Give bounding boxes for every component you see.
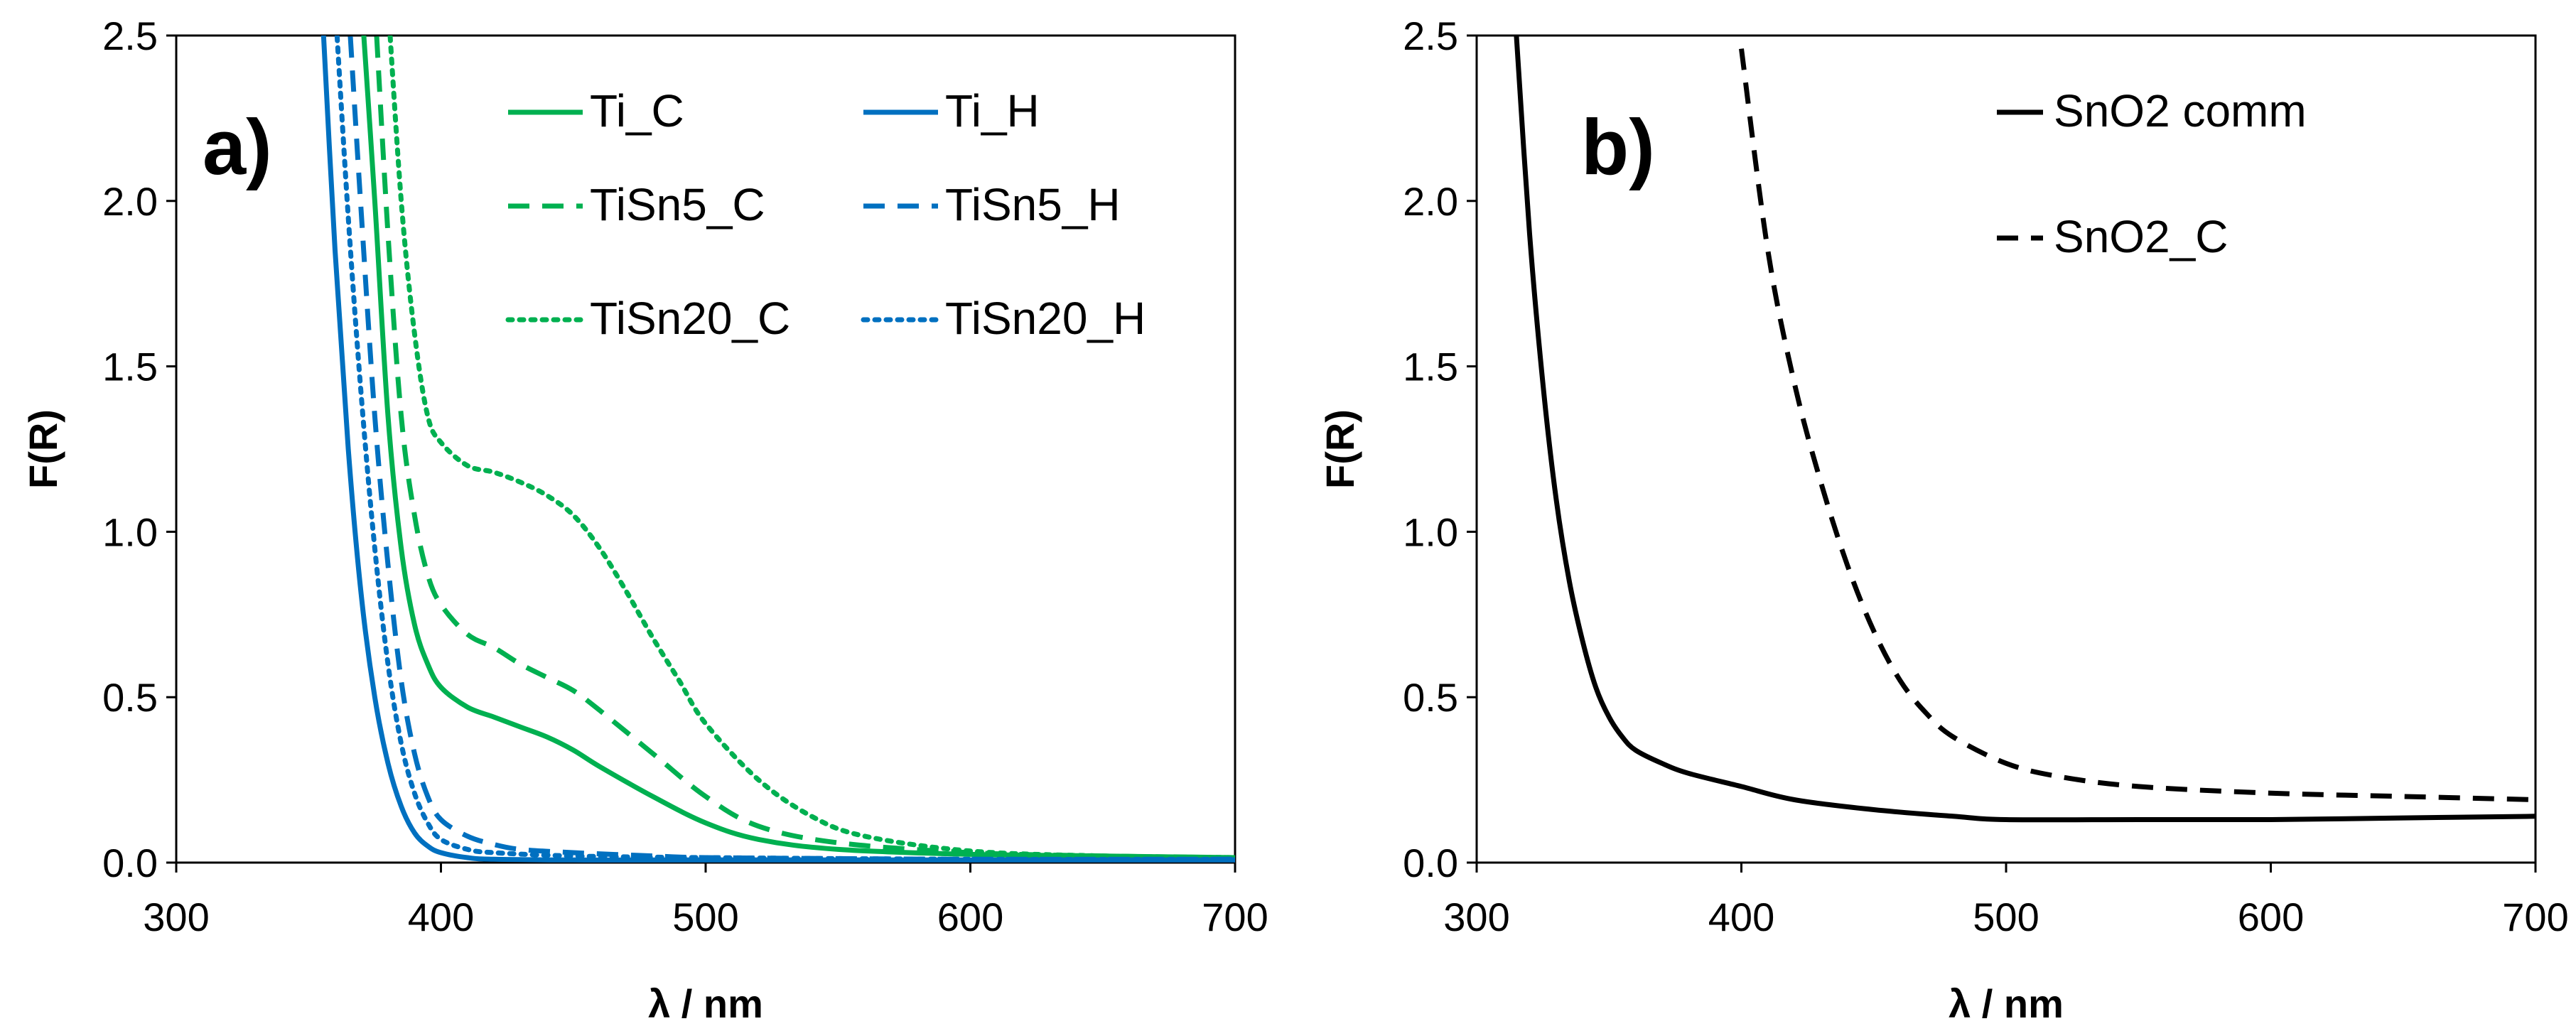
x-tick-label: 300 [143,895,209,939]
y-tick-label: 0.5 [102,675,158,720]
series-line-tisn20-c [387,36,1235,860]
y-tick-label: 1.5 [1403,345,1458,389]
series-line-sno2-c [1739,48,2535,802]
x-tick-label: 600 [2238,895,2304,939]
y-tick-label: 2.0 [1403,179,1458,224]
panel-b-chart: 300 400 500 600 700 0.0 0.5 1.0 1.5 2.0 2.5 λ / nm F… [1317,14,2569,1026]
y-tick-label: 2.5 [102,14,158,58]
y-tick-label: 1.0 [1403,509,1458,554]
y-tick-label: 2.0 [102,179,158,224]
x-tick-label: 500 [672,895,738,939]
legend-label: SnO2_C [2054,211,2228,262]
y-tick-label: 0.0 [1403,841,1458,885]
legend-label: SnO2 comm [2054,85,2307,136]
legend-label: TiSn20_C [590,293,790,344]
legend-label: Ti_H [945,85,1040,136]
panel-a-chart: 300 400 500 600 700 0.0 0.5 1.0 1.5 2.0 2.5 λ / nm F… [21,14,1268,1026]
panel-label: a) [203,104,272,191]
series-line-tisn20-h [334,36,1235,862]
legend-label: TiSn5_C [590,179,765,230]
x-tick-label: 300 [1443,895,1509,939]
y-axis-title: F(R) [21,409,65,489]
y-tick-label: 0.0 [102,841,158,885]
x-tick-label: 500 [1973,895,2039,939]
x-axis-title: λ / nm [1949,981,2064,1026]
series-line-sno2-comm [1514,36,2535,823]
y-axis-title: F(R) [1317,409,1362,489]
x-tick-label: 700 [2502,895,2568,939]
y-tick-label: 1.5 [102,345,158,389]
legend-label: TiSn20_H [945,293,1146,344]
legend-label: Ti_C [590,85,684,136]
y-tick-label: 1.0 [102,509,158,554]
series-line-tisn5-h [347,36,1235,862]
y-tick-label: 2.5 [1403,14,1458,58]
legend-label: TiSn5_H [945,179,1121,230]
panel-label: b) [1581,104,1655,191]
x-tick-label: 600 [937,895,1003,939]
x-tick-label: 400 [1708,895,1774,939]
series-line-ti-c [361,36,1235,860]
x-tick-label: 700 [1202,895,1268,939]
series-line-ti-h [320,36,1235,863]
x-tick-label: 400 [408,895,474,939]
x-axis-title: λ / nm [648,981,763,1026]
y-tick-label: 0.5 [1403,675,1458,720]
series-line-tisn5-c [374,36,1235,860]
plot-area-a [175,34,1236,864]
